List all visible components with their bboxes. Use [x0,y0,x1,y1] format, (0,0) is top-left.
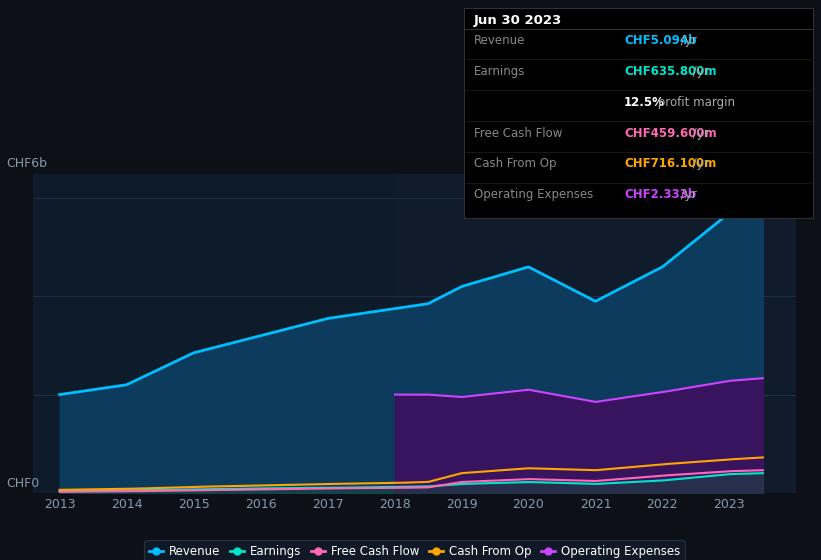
Text: profit margin: profit margin [654,96,735,109]
Bar [395,174,796,493]
Text: CHF635.800m: CHF635.800m [624,65,717,78]
Text: Jun 30 2023: Jun 30 2023 [474,14,562,27]
Legend: Revenue, Earnings, Free Cash Flow, Cash From Op, Operating Expenses: Revenue, Earnings, Free Cash Flow, Cash … [144,540,685,560]
Text: /yr: /yr [677,188,697,201]
Text: Operating Expenses: Operating Expenses [474,188,593,201]
Text: CHF0: CHF0 [6,477,39,489]
Text: 12.5%: 12.5% [624,96,665,109]
Text: CHF459.600m: CHF459.600m [624,127,717,139]
Text: CHF6b: CHF6b [6,157,47,170]
Text: Earnings: Earnings [474,65,525,78]
Text: /yr: /yr [689,127,709,139]
Text: Revenue: Revenue [474,34,525,47]
Text: Cash From Op: Cash From Op [474,157,556,170]
Text: Free Cash Flow: Free Cash Flow [474,127,562,139]
Text: CHF716.100m: CHF716.100m [624,157,716,170]
Text: /yr: /yr [677,34,697,47]
Text: CHF2.333b: CHF2.333b [624,188,696,201]
Text: /yr: /yr [689,157,709,170]
Text: /yr: /yr [689,65,709,78]
Text: CHF5.094b: CHF5.094b [624,34,696,47]
